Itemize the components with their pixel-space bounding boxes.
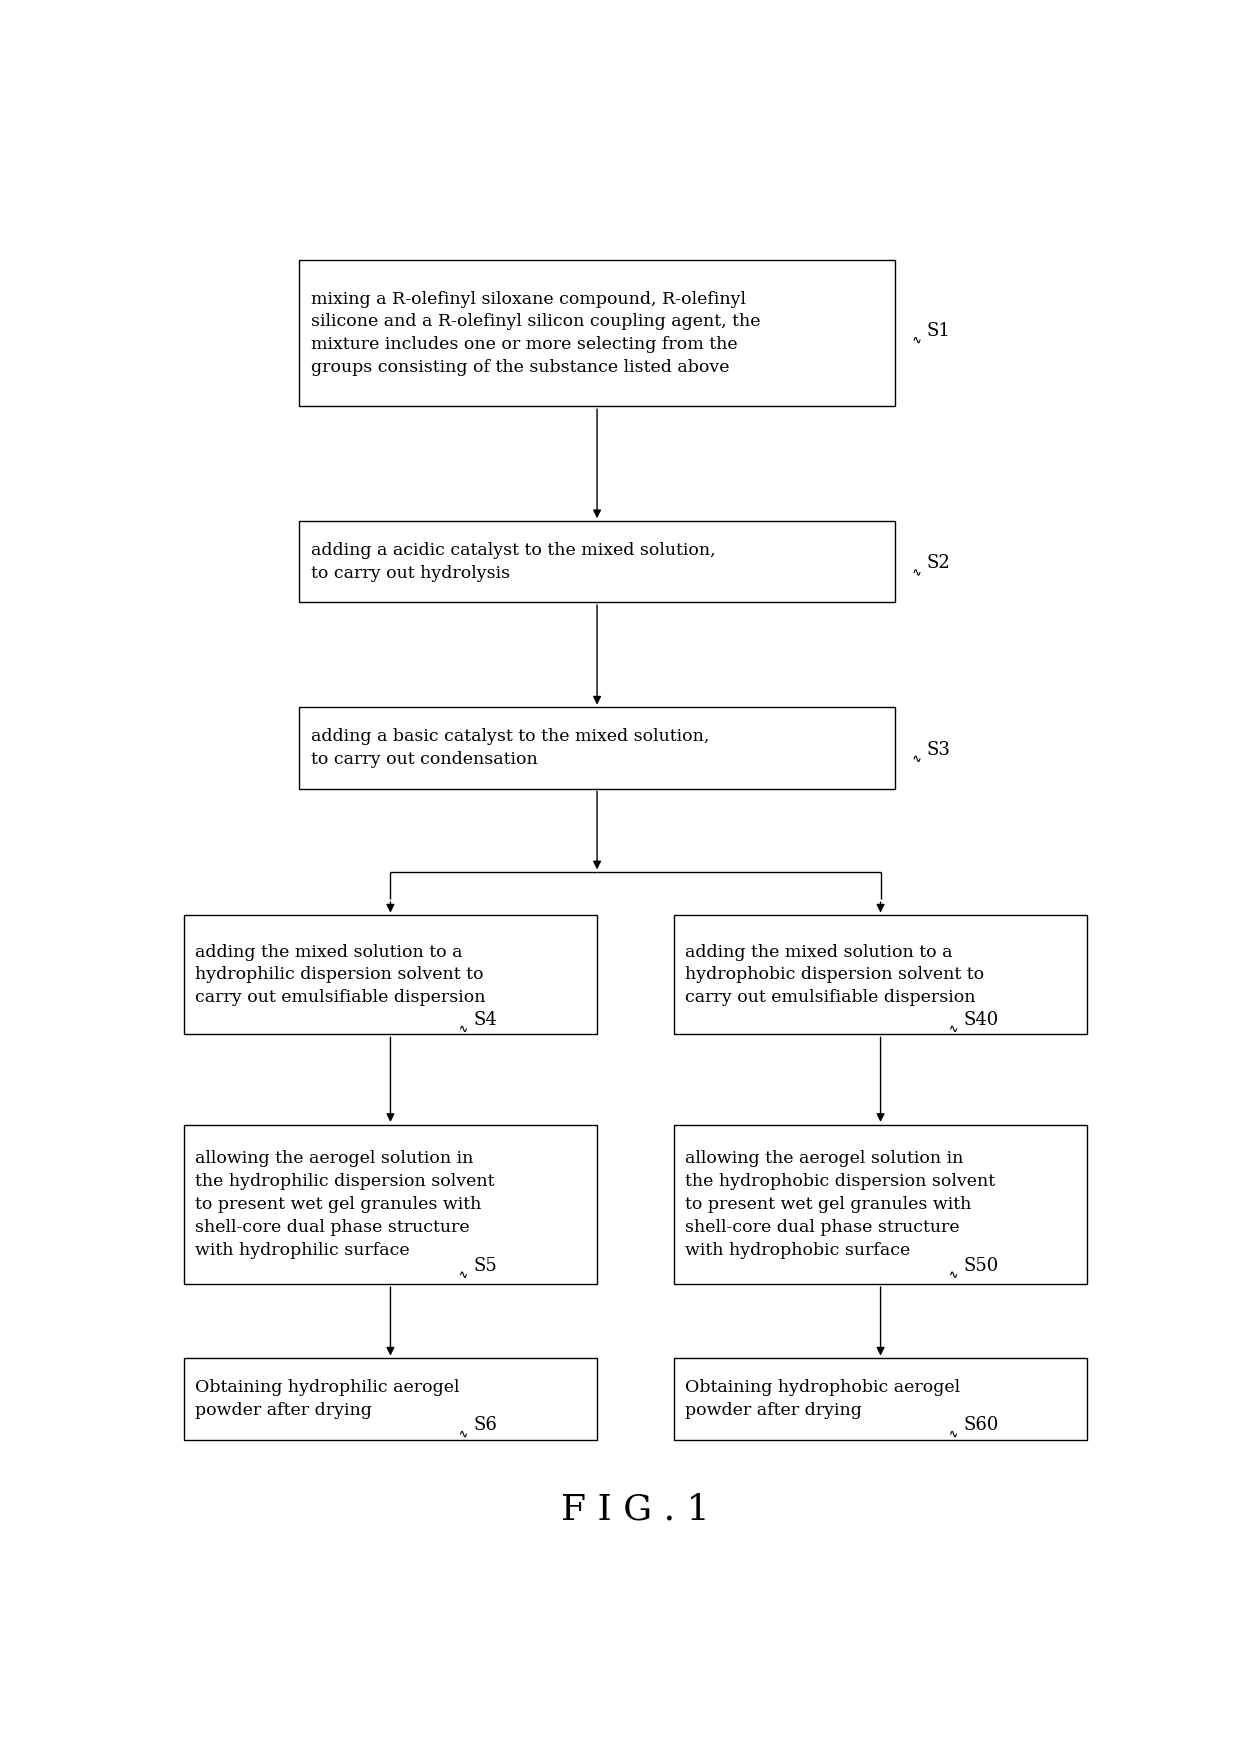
Text: S1: S1: [926, 323, 951, 340]
Text: S40: S40: [963, 1010, 998, 1030]
Text: allowing the aerogel solution in
the hydrophobic dispersion solvent
to present w: allowing the aerogel solution in the hyd…: [686, 1151, 996, 1259]
FancyBboxPatch shape: [299, 260, 895, 407]
Text: S50: S50: [963, 1256, 998, 1275]
FancyBboxPatch shape: [184, 1358, 596, 1440]
FancyBboxPatch shape: [675, 916, 1087, 1035]
Text: S2: S2: [926, 554, 950, 572]
Text: F I G . 1: F I G . 1: [562, 1493, 709, 1526]
FancyBboxPatch shape: [675, 1124, 1087, 1284]
Text: Obtaining hydrophilic aerogel
powder after drying: Obtaining hydrophilic aerogel powder aft…: [196, 1379, 460, 1419]
Text: adding the mixed solution to a
hydrophilic dispersion solvent to
carry out emuls: adding the mixed solution to a hydrophil…: [196, 944, 486, 1007]
Text: adding a basic catalyst to the mixed solution,
to carry out condensation: adding a basic catalyst to the mixed sol…: [311, 728, 709, 768]
Text: S5: S5: [474, 1256, 497, 1275]
Text: mixing a R-olefinyl siloxane compound, R-olefinyl
silicone and a R-olefinyl sili: mixing a R-olefinyl siloxane compound, R…: [311, 291, 760, 375]
Text: S60: S60: [963, 1415, 998, 1435]
Text: S4: S4: [474, 1010, 497, 1030]
Text: Obtaining hydrophobic aerogel
powder after drying: Obtaining hydrophobic aerogel powder aft…: [686, 1379, 961, 1419]
FancyBboxPatch shape: [184, 916, 596, 1035]
FancyBboxPatch shape: [299, 521, 895, 602]
Text: adding the mixed solution to a
hydrophobic dispersion solvent to
carry out emuls: adding the mixed solution to a hydrophob…: [686, 944, 985, 1007]
Text: S3: S3: [926, 740, 951, 759]
Text: allowing the aerogel solution in
the hydrophilic dispersion solvent
to present w: allowing the aerogel solution in the hyd…: [196, 1151, 495, 1259]
FancyBboxPatch shape: [675, 1358, 1087, 1440]
FancyBboxPatch shape: [184, 1124, 596, 1284]
Text: adding a acidic catalyst to the mixed solution,
to carry out hydrolysis: adding a acidic catalyst to the mixed so…: [311, 542, 715, 582]
Text: S6: S6: [474, 1415, 497, 1435]
FancyBboxPatch shape: [299, 707, 895, 789]
